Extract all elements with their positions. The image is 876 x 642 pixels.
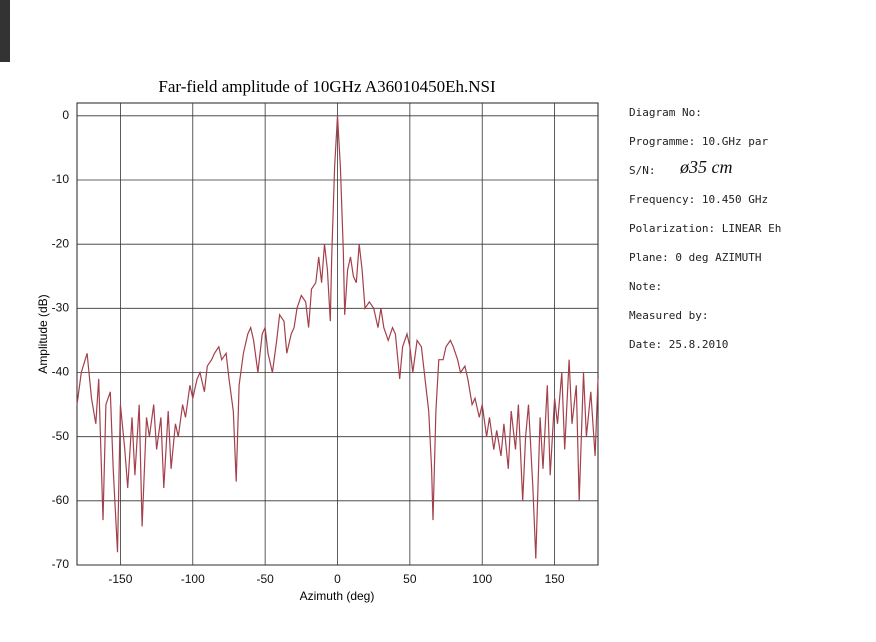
y-tick-label: -50 <box>52 429 70 443</box>
y-tick-label: -20 <box>52 236 70 250</box>
x-tick-label: -150 <box>108 572 132 586</box>
x-tick-label: 50 <box>403 572 417 586</box>
x-axis-label: Azimuth (deg) <box>300 589 375 603</box>
y-tick-label: -30 <box>52 301 70 315</box>
data-line <box>76 115 599 559</box>
y-tick-label: -10 <box>52 172 70 186</box>
x-tick-label: 150 <box>545 572 565 586</box>
info-label: Frequency: 10.450 GHz <box>629 193 768 206</box>
info-label: Date: 25.8.2010 <box>629 338 728 351</box>
scan-edge <box>0 0 10 62</box>
info-label: Programme: 10.GHz par <box>629 135 768 148</box>
chart-title: Far-field amplitude of 10GHz A36010450Eh… <box>158 77 496 96</box>
x-tick-label: 0 <box>334 572 341 586</box>
y-tick-label: -60 <box>52 493 70 507</box>
y-tick-label: -40 <box>52 365 70 379</box>
info-label: Diagram No: <box>629 106 702 119</box>
y-tick-label: 0 <box>62 108 69 122</box>
info-label: S/N: <box>629 164 656 177</box>
info-value: ø35 cm <box>679 157 733 177</box>
x-tick-label: -100 <box>181 572 205 586</box>
info-label: Note: <box>629 280 662 293</box>
x-tick-label: -50 <box>256 572 274 586</box>
info-label: Polarization: LINEAR Eh <box>629 222 781 235</box>
info-label: Plane: 0 deg AZIMUTH <box>629 251 761 264</box>
y-axis-label: Amplitude (dB) <box>36 294 50 373</box>
info-label: Measured by: <box>629 309 708 322</box>
y-tick-label: -70 <box>52 557 70 571</box>
x-tick-label: 100 <box>472 572 492 586</box>
